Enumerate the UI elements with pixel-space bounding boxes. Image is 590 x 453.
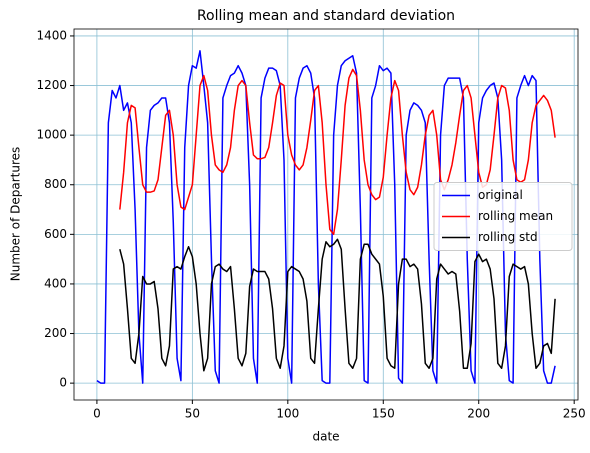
x-axis-label: date	[312, 430, 339, 444]
legend-label: rolling mean	[478, 209, 553, 223]
legend: original rolling mean rolling std	[433, 182, 573, 251]
y-tick-label: 1200	[36, 78, 67, 92]
y-tick-label: 1000	[36, 128, 67, 142]
legend-label: rolling std	[478, 230, 538, 244]
legend-label: original	[478, 188, 523, 202]
y-tick-label: 400	[44, 276, 67, 290]
x-tick-label: 200	[467, 407, 490, 421]
x-tick-label: 100	[276, 407, 299, 421]
legend-box	[433, 182, 573, 251]
y-tick-label: 200	[44, 326, 67, 340]
series-line	[119, 238, 556, 372]
x-tick-label: 50	[185, 407, 200, 421]
chart-title: Rolling mean and standard deviation	[197, 8, 455, 24]
x-tick-label: 250	[563, 407, 586, 421]
y-tick-label: 600	[44, 227, 67, 241]
y-tick-label: 0	[59, 376, 67, 390]
series-line	[96, 50, 556, 384]
x-tick-label: 0	[93, 407, 101, 421]
y-tick-label: 1400	[36, 28, 67, 42]
x-tick-label: 150	[372, 407, 395, 421]
y-axis-label: Number of Departures	[9, 147, 23, 282]
plot-frame	[73, 28, 579, 401]
y-tick-label: 800	[44, 177, 67, 191]
